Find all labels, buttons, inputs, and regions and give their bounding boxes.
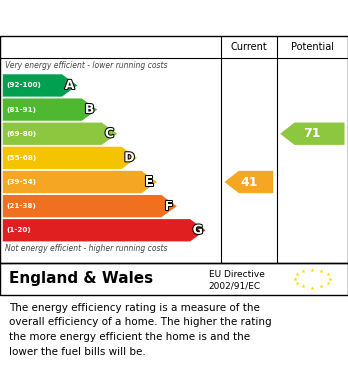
Text: Energy Efficiency Rating: Energy Efficiency Rating [9, 9, 238, 27]
Text: (55-68): (55-68) [6, 155, 37, 161]
Polygon shape [3, 74, 77, 97]
Text: F: F [165, 200, 173, 213]
Text: (39-54): (39-54) [6, 179, 36, 185]
Text: C: C [105, 127, 114, 140]
Text: England & Wales: England & Wales [9, 271, 153, 286]
Text: Very energy efficient - lower running costs: Very energy efficient - lower running co… [5, 61, 168, 70]
Polygon shape [3, 147, 137, 169]
Text: 41: 41 [240, 176, 258, 188]
Text: EU Directive: EU Directive [209, 271, 265, 280]
Polygon shape [3, 195, 177, 217]
Text: D: D [124, 151, 134, 164]
Text: Current: Current [230, 42, 267, 52]
Text: 2002/91/EC: 2002/91/EC [209, 282, 261, 291]
Polygon shape [280, 122, 345, 145]
Polygon shape [3, 99, 97, 121]
Text: The energy efficiency rating is a measure of the
overall efficiency of a home. T: The energy efficiency rating is a measur… [9, 303, 271, 357]
Text: Potential: Potential [291, 42, 334, 52]
Text: (1-20): (1-20) [6, 227, 31, 233]
Polygon shape [224, 171, 273, 193]
Text: Not energy efficient - higher running costs: Not energy efficient - higher running co… [5, 244, 168, 253]
Polygon shape [3, 171, 157, 193]
Text: A: A [65, 79, 74, 92]
Text: B: B [85, 103, 94, 116]
Text: (69-80): (69-80) [6, 131, 37, 137]
Text: (92-100): (92-100) [6, 83, 41, 88]
Text: (21-38): (21-38) [6, 203, 36, 209]
Text: G: G [193, 224, 203, 237]
Polygon shape [3, 122, 117, 145]
Polygon shape [3, 219, 206, 241]
Text: E: E [145, 176, 153, 188]
Text: 71: 71 [303, 127, 321, 140]
Text: (81-91): (81-91) [6, 107, 36, 113]
